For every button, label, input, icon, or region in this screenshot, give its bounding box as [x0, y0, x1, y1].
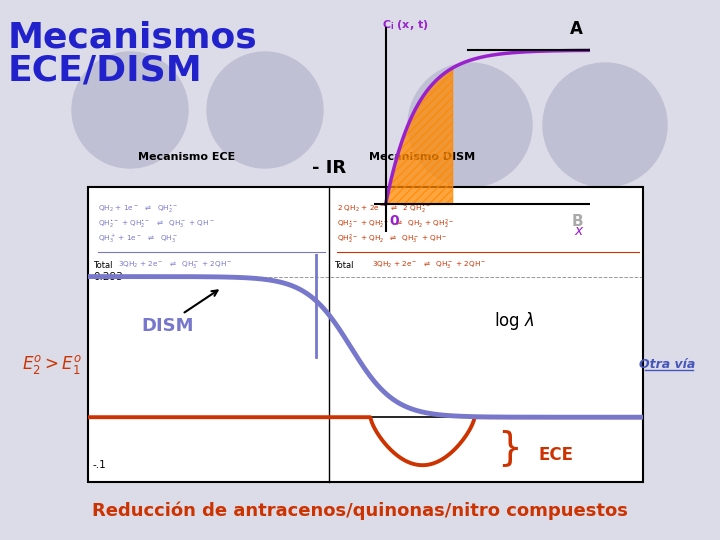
- Text: Total: Total: [93, 260, 112, 269]
- Text: Mecanismo DISM: Mecanismo DISM: [369, 152, 475, 162]
- Text: Mecanismos: Mecanismos: [8, 20, 258, 54]
- Text: x: x: [575, 225, 583, 239]
- Text: QH$_2^{\bullet -}$ + QH$_2^{\bullet -}$  $\rightleftharpoons$  QH$_3^-$ + QH$^-$: QH$_2^{\bullet -}$ + QH$_2^{\bullet -}$ …: [98, 218, 215, 230]
- Text: -.1: -.1: [93, 460, 107, 470]
- Text: 2 QH$_2$ + 2e$^-$  $\rightleftharpoons$  2 QH$_2^{\bullet -}$: 2 QH$_2$ + 2e$^-$ $\rightleftharpoons$ 2…: [337, 203, 431, 215]
- Circle shape: [207, 52, 323, 168]
- Text: QH$_2^{\bullet -}$ + QH$_2^{\bullet -}$  $\rightleftharpoons$  QH$_2$ + QH$_2^{2: QH$_2^{\bullet -}$ + QH$_2^{\bullet -}$ …: [337, 217, 454, 231]
- Text: Mecanismo ECE: Mecanismo ECE: [138, 152, 235, 162]
- Text: QH$_2$ + 1e$^-$  $\rightleftharpoons$  QH$_2^{\bullet -}$: QH$_2$ + 1e$^-$ $\rightleftharpoons$ QH$…: [98, 203, 178, 215]
- Text: }: }: [497, 429, 521, 468]
- Text: ECE: ECE: [539, 446, 574, 464]
- Text: 3QH$_2$ + 2e$^-$  $\rightleftharpoons$  QH$_3^-$ + 2QH$^-$: 3QH$_2$ + 2e$^-$ $\rightleftharpoons$ QH…: [118, 260, 233, 271]
- Text: log $\lambda$: log $\lambda$: [494, 310, 534, 332]
- Text: QH$_2^{2-}$ + QH$_2$  $\rightleftharpoons$  QH$_3^-$ + QH$^-$: QH$_2^{2-}$ + QH$_2$ $\rightleftharpoons…: [337, 232, 448, 246]
- Text: 0: 0: [390, 214, 399, 228]
- Text: QH$_3^+$ + 1e$^-$  $\rightleftharpoons$  QH$_3^-$: QH$_3^+$ + 1e$^-$ $\rightleftharpoons$ Q…: [98, 233, 178, 245]
- Text: A: A: [570, 20, 583, 38]
- Circle shape: [408, 63, 532, 187]
- Text: 0.293: 0.293: [93, 272, 122, 281]
- Circle shape: [543, 63, 667, 187]
- Bar: [88, 187, 643, 482]
- Text: Otra vía: Otra vía: [639, 359, 695, 372]
- Text: ECE/DISM: ECE/DISM: [8, 54, 203, 88]
- Circle shape: [72, 52, 188, 168]
- Text: $\mathbf{C_i}\ \mathbf{(x,\,t)}$: $\mathbf{C_i}\ \mathbf{(x,\,t)}$: [382, 18, 428, 32]
- Text: 3QH$_2$ + 2e$^-$  $\rightleftharpoons$  QH$_3^-$ + 2QH$^-$: 3QH$_2$ + 2e$^-$ $\rightleftharpoons$ QH…: [372, 260, 486, 271]
- Text: DISM: DISM: [141, 317, 194, 335]
- Text: B: B: [572, 214, 583, 228]
- Text: Reducción de antracenos/quinonas/nitro compuestos: Reducción de antracenos/quinonas/nitro c…: [92, 502, 628, 520]
- Text: $E^o_2 > E^o_1$: $E^o_2 > E^o_1$: [22, 354, 82, 376]
- Text: - IR: - IR: [312, 159, 346, 177]
- Text: Total: Total: [334, 260, 354, 269]
